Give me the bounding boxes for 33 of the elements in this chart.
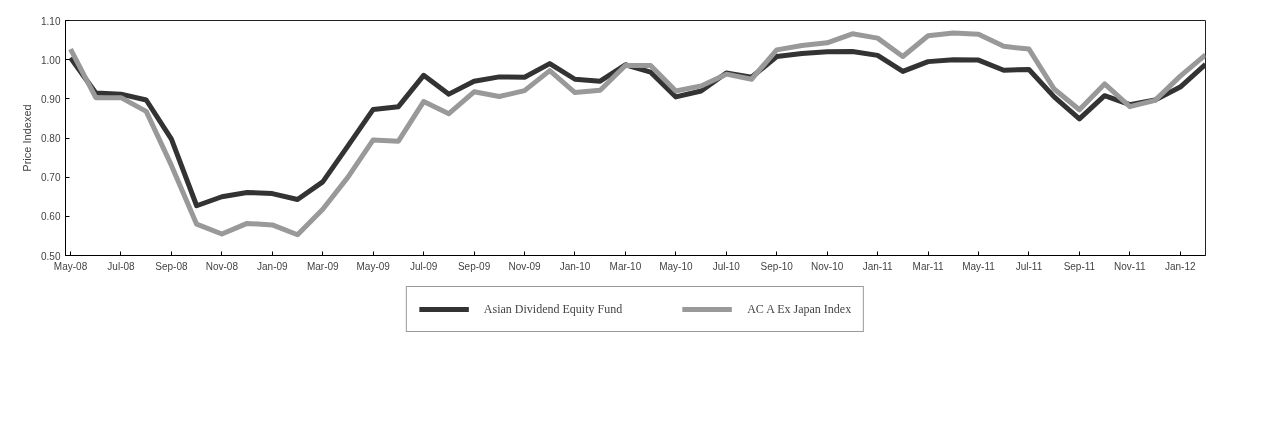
x-tick-label: Sep-09 [457, 260, 491, 272]
y-tick-label: 1.00 [41, 54, 61, 66]
y-tick-label: 0.50 [41, 250, 61, 262]
x-tick-label: Sep-11 [1063, 260, 1096, 272]
x-tick-label: Jul-08 [107, 260, 136, 272]
x-tick-label: Jul-10 [712, 260, 741, 272]
x-tick-label: Mar-09 [306, 260, 340, 272]
y-tick-label: 1.10 [41, 15, 61, 27]
x-tick-label: May-08 [53, 260, 88, 272]
x-tick-label: Sep-08 [155, 260, 188, 272]
y-tick-label: 0.70 [41, 172, 61, 184]
x-tick-label: Jul-11 [1015, 260, 1043, 272]
y-tick-label: 0.80 [41, 133, 61, 144]
x-tick-label: Jan-12 [1164, 260, 1197, 272]
y-axis-title: Price Indexed [21, 104, 34, 172]
y-tick-label: 0.60 [41, 211, 61, 223]
y-tick-label: 0.90 [41, 93, 61, 105]
x-tick-label: Jul-09 [410, 260, 438, 272]
x-tick-label: Mar-11 [912, 260, 944, 272]
legend-label: Asian Dividend Equity Fund [483, 301, 623, 317]
x-tick-label: Jan-10 [559, 260, 591, 272]
x-tick-label: Nov-08 [205, 260, 239, 272]
x-tick-label: Jan-09 [257, 260, 289, 272]
x-tick-label: Nov-09 [508, 260, 542, 272]
x-tick-label: May-09 [356, 260, 391, 272]
x-tick-label: Mar-10 [609, 260, 642, 272]
x-tick-label: May-11 [962, 260, 996, 272]
x-tick-label: Sep-10 [760, 260, 794, 272]
x-tick-label: Jan-11 [862, 260, 893, 272]
x-tick-label: May-10 [659, 260, 693, 272]
legend-label: AC A Ex Japan Index [747, 301, 852, 317]
x-tick-label: Nov-11 [1114, 260, 1147, 272]
x-tick-label: Nov-10 [811, 260, 844, 272]
